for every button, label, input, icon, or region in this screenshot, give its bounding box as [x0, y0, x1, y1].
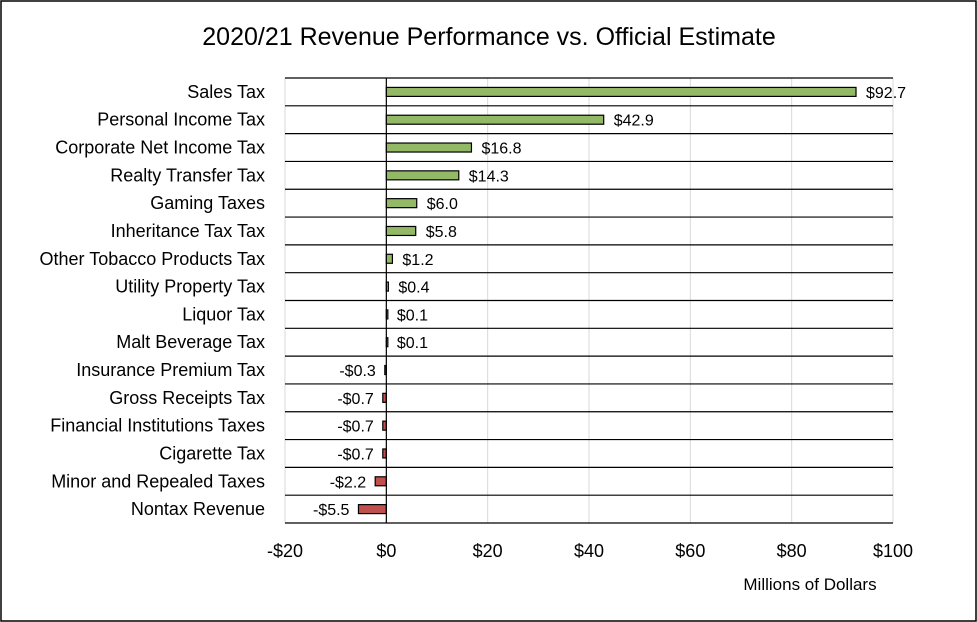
- data-label: -$0.3: [339, 363, 376, 380]
- category-label: Inheritance Tax Tax: [111, 221, 265, 241]
- category-label: Corporate Net Income Tax: [55, 138, 265, 158]
- data-label: -$0.7: [337, 446, 374, 463]
- x-tick-label: $80: [777, 541, 807, 561]
- category-label: Nontax Revenue: [131, 499, 265, 519]
- bar: [385, 86, 857, 98]
- bar: [385, 170, 460, 181]
- data-label: $92.7: [866, 85, 906, 102]
- category-labels: Sales Tax Personal Income Tax Corporate Ne…: [40, 82, 265, 519]
- data-label: $1.2: [402, 252, 433, 269]
- bar: [385, 225, 417, 237]
- x-tick-label: $60: [675, 541, 705, 561]
- category-label: Financial Institutions Taxes: [50, 416, 265, 436]
- data-label: $5.8: [426, 224, 457, 241]
- bar: [385, 198, 418, 209]
- category-label: Realty Transfer Tax: [110, 165, 265, 185]
- data-label: -$5.5: [313, 502, 350, 519]
- x-tick-label: $20: [473, 541, 503, 561]
- x-tick-labels: -$20 $0 $20 $40 $60 $80 $100: [267, 541, 913, 561]
- category-label: Gaming Taxes: [150, 193, 265, 213]
- category-label: Malt Beverage Tax: [116, 332, 265, 352]
- data-label: $0.1: [397, 307, 428, 324]
- data-label: $0.1: [397, 335, 428, 352]
- bar: [385, 253, 394, 264]
- bar: [385, 114, 605, 125]
- category-label: Sales Tax: [187, 82, 265, 102]
- data-label: $14.3: [469, 168, 509, 185]
- x-tick-label: $100: [873, 541, 913, 561]
- data-label: -$0.7: [337, 419, 374, 436]
- x-tick-label: $40: [574, 541, 604, 561]
- data-label: -$2.2: [330, 474, 367, 491]
- bar: [374, 476, 387, 487]
- data-label: $6.0: [427, 196, 458, 213]
- bar: [385, 142, 473, 153]
- data-label: $42.9: [614, 113, 654, 130]
- category-label: Gross Receipts Tax: [109, 388, 265, 408]
- x-tick-label: -$20: [267, 541, 303, 561]
- chart-title: 2020/21 Revenue Performance vs. Official…: [202, 23, 775, 51]
- bar: [357, 503, 387, 515]
- category-label: Insurance Premium Tax: [76, 360, 265, 380]
- category-label: Other Tobacco Products Tax: [40, 249, 265, 269]
- x-tick-label: $0: [376, 541, 396, 561]
- category-label: Liquor Tax: [182, 304, 265, 324]
- data-label: $0.4: [398, 280, 429, 297]
- category-label: Cigarette Tax: [159, 443, 265, 463]
- category-label: Personal Income Tax: [97, 110, 265, 130]
- data-label: $16.8: [481, 141, 521, 158]
- data-label: -$0.7: [337, 391, 374, 408]
- x-axis-title: Millions of Dollars: [743, 575, 876, 594]
- data-labels: $92.7 $42.9 $16.8 $14.3 $6.0 $5.8 $1.2 $0.4 $0.1…: [313, 85, 906, 519]
- category-label: Minor and Repealed Taxes: [51, 471, 265, 491]
- category-label: Utility Property Tax: [115, 277, 265, 297]
